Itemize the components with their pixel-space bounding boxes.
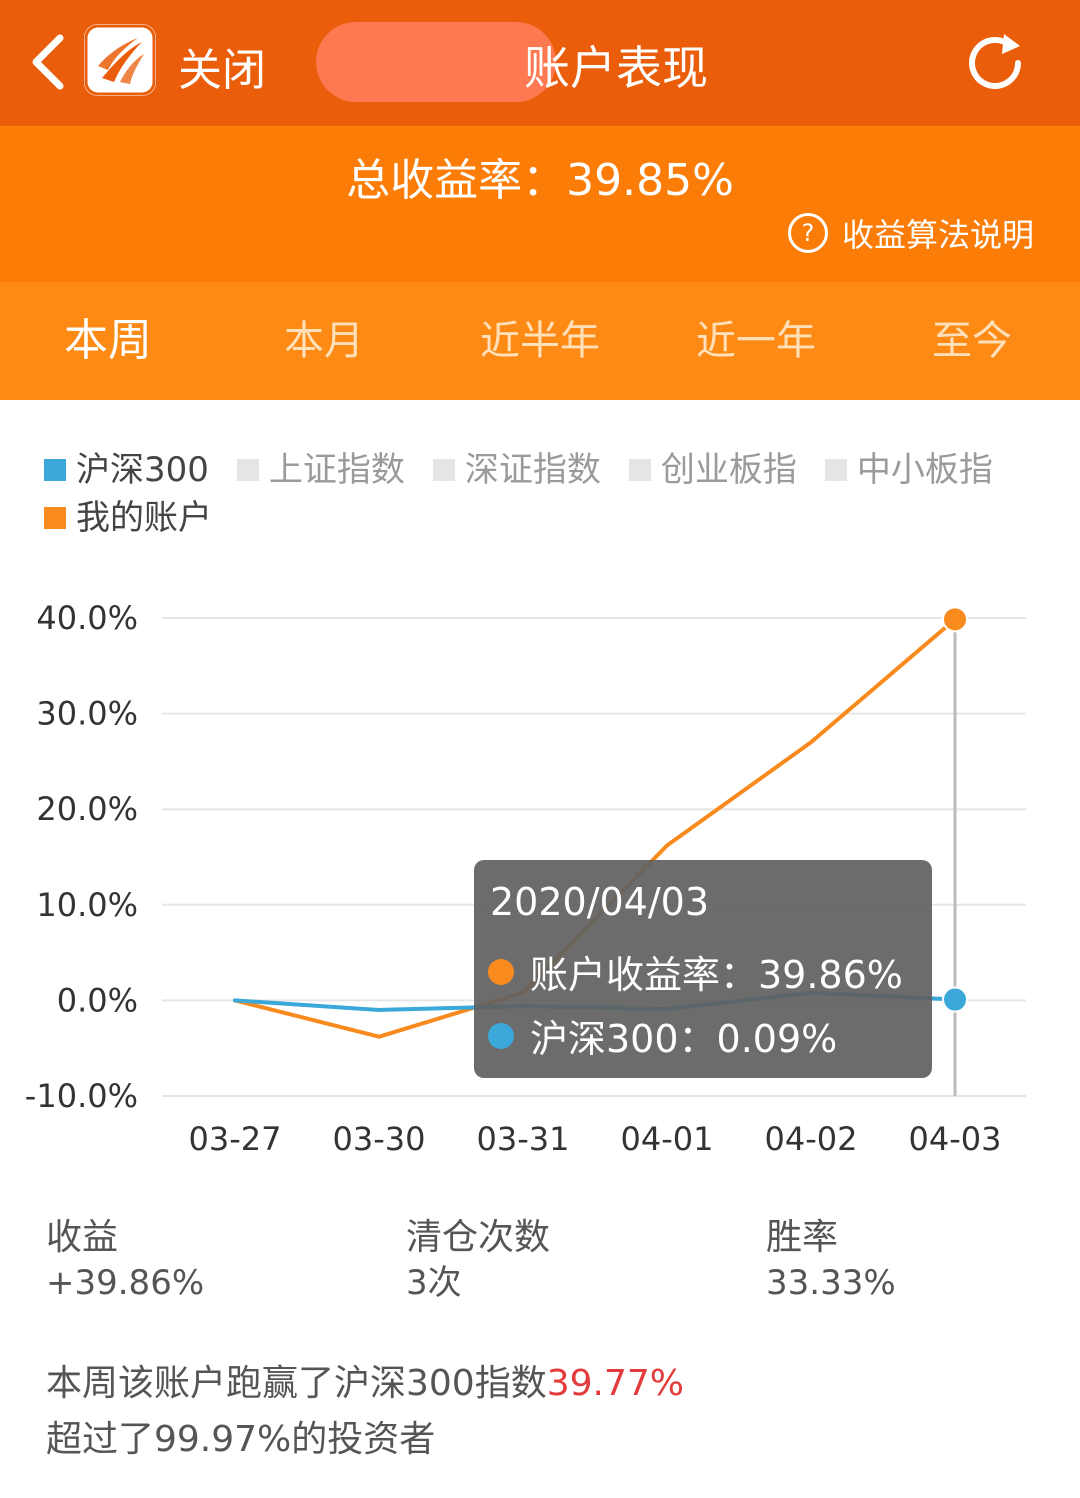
x-tick-label: 03-31 (477, 1120, 570, 1158)
series-point (942, 606, 968, 633)
y-tick-label: 30.0% (36, 695, 138, 733)
tab-this-month[interactable]: 本月 (284, 318, 364, 364)
tooltip-account-row: 账户收益率：39.86% (488, 944, 903, 999)
stat-label: 清仓次数 (406, 1217, 551, 1258)
stat-win-rate: 胜率 33.33% (766, 1216, 1080, 1306)
app-logo-icon (84, 24, 156, 96)
legend-item-sse[interactable]: 上证指数 (236, 446, 405, 494)
tooltip-date: 2020/04/03 (490, 880, 710, 924)
tooltip-index-value: 沪深300：0.09% (530, 1017, 838, 1061)
y-tick-label: 10.0% (36, 886, 138, 924)
stat-clearance-count: 清仓次数 3次 (406, 1216, 726, 1306)
legend-item-sme[interactable]: 中小板指 (824, 446, 993, 494)
tab-half-year[interactable]: 近半年 (480, 318, 600, 364)
tooltip-index-dot (488, 1022, 514, 1049)
top-bar: 关闭 账户表现 (0, 0, 1080, 126)
tab-one-year[interactable]: 近一年 (696, 318, 816, 364)
chart-legend: 沪深300 上证指数 深证指数 创业板指 中小板指 我的账户 (44, 446, 1054, 542)
tooltip-index-row: 沪深300：0.09% (488, 1008, 837, 1063)
stat-label: 胜率 (766, 1217, 839, 1258)
return-algorithm-help-link[interactable]: ? 收益算法说明 (787, 210, 1034, 256)
y-tick-label: 40.0% (36, 599, 138, 637)
refresh-icon[interactable] (960, 28, 1030, 98)
y-tick-label: 0.0% (57, 981, 138, 1019)
x-tick-label: 04-01 (621, 1120, 714, 1158)
back-icon[interactable] (26, 32, 70, 92)
help-link-label: 收益算法说明 (841, 216, 1034, 254)
legend-item-szse[interactable]: 深证指数 (432, 446, 601, 494)
legend-swatch (44, 507, 66, 529)
stat-value: +39.86% (46, 1263, 205, 1303)
x-tick-label: 04-02 (765, 1120, 858, 1158)
legend-item-my-account[interactable]: 我的账户 (44, 494, 212, 542)
y-tick-label: -10.0% (25, 1077, 138, 1115)
question-icon: ? (787, 213, 828, 253)
period-tabs: 本周 本月 近半年 近一年 至今 (0, 282, 1080, 400)
x-tick-label: 04-03 (909, 1120, 1002, 1158)
legend-swatch (432, 459, 455, 481)
performance-summary: 本周该账户跑赢了沪深300指数39.77% 超过了99.97%的投资者 (46, 1356, 684, 1468)
x-tick-label: 03-27 (189, 1120, 282, 1158)
stat-value: 33.33% (766, 1263, 896, 1303)
legend-item-chinext[interactable]: 创业板指 (628, 446, 797, 494)
x-tick-label: 03-30 (333, 1120, 426, 1158)
tooltip-account-dot (488, 958, 514, 985)
tooltip-account-value: 账户收益率：39.86% (530, 953, 903, 997)
close-button[interactable]: 关闭 (178, 45, 266, 96)
page-title: 账户表现 (524, 41, 708, 95)
legend-swatch (824, 459, 847, 481)
legend-swatch (628, 459, 651, 481)
legend-swatch (236, 459, 259, 481)
legend-item-csi300[interactable]: 沪深300 (44, 446, 209, 494)
return-summary: 总收益率：39.85% ? 收益算法说明 (0, 126, 1080, 282)
stat-label: 收益 (46, 1217, 119, 1258)
tab-this-week[interactable]: 本周 (64, 315, 152, 366)
outperform-line: 本周该账户跑赢了沪深300指数39.77% (46, 1363, 684, 1404)
series-point (942, 986, 968, 1013)
y-tick-label: 20.0% (36, 790, 138, 828)
total-return-rate: 总收益率：39.85% (346, 155, 734, 206)
outperform-value: 39.77% (546, 1363, 684, 1404)
tab-to-date[interactable]: 至今 (932, 318, 1012, 364)
stat-profit: 收益 +39.86% (46, 1216, 366, 1306)
legend-swatch (44, 459, 66, 481)
percentile-line: 超过了99.97%的投资者 (46, 1419, 436, 1460)
chart-tooltip: 2020/04/03 账户收益率：39.86% 沪深300：0.09% (474, 860, 932, 1078)
redacted-account-name (316, 22, 556, 102)
stat-value: 3次 (406, 1263, 462, 1303)
